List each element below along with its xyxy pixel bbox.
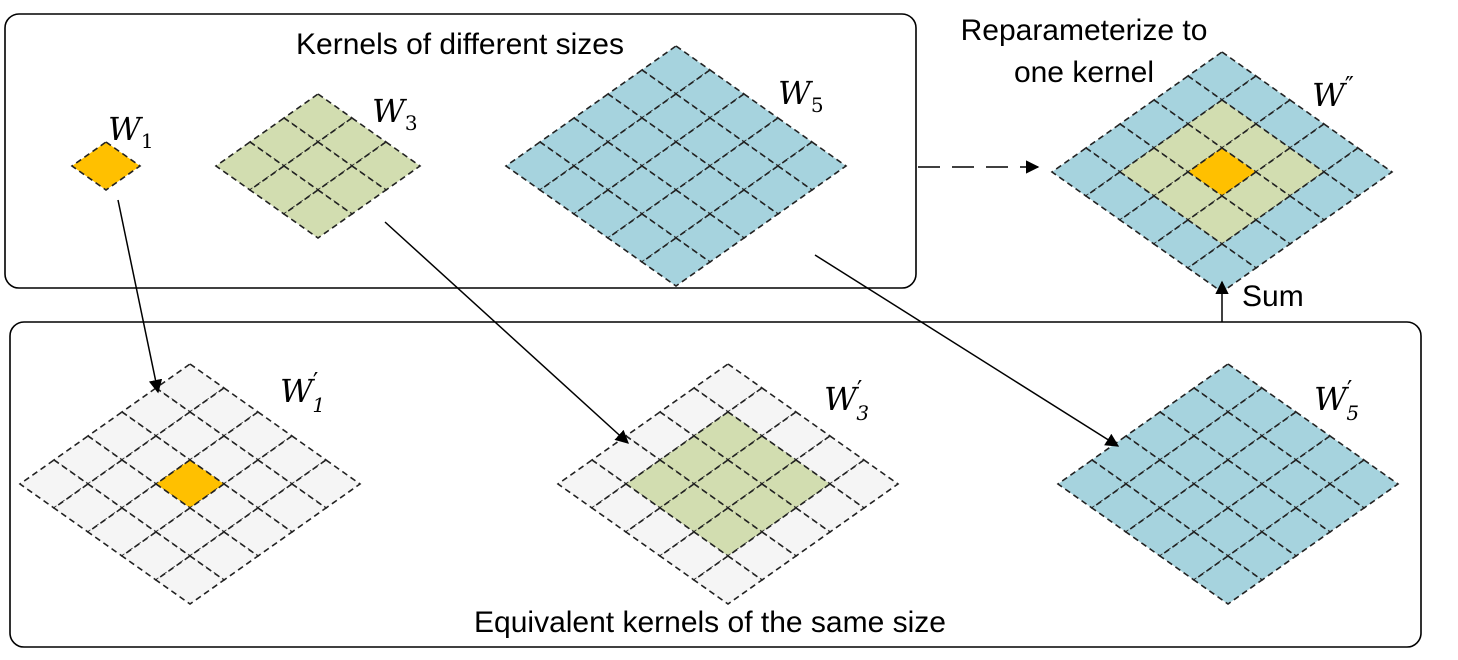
kernel-label-text: W1 — [108, 110, 154, 153]
label-w5: W5 — [778, 74, 824, 117]
kernel-w5 — [504, 45, 848, 287]
label-w3-prime: W′ 3 — [824, 376, 869, 425]
label-w1-prime: W′ 1 — [280, 368, 325, 417]
kernel-label-text: W′ 1 — [280, 368, 325, 417]
arrow-w5-to-w5-prime — [814, 254, 1120, 447]
kernel-w3 — [214, 93, 422, 239]
label-w3: W3 — [372, 92, 418, 135]
bottom-box-title: Equivalent kernels of the same size — [474, 606, 946, 639]
sum-label: Sum — [1242, 280, 1304, 313]
top-box-title: Kernels of different sizes — [296, 28, 624, 61]
kernel-w1-prime — [18, 363, 362, 605]
label-w-double-prime: W″ — [1312, 72, 1354, 114]
kernel-label-text: W5 — [778, 74, 824, 117]
kernel-w3-prime — [556, 363, 900, 605]
kernel-label-text: W′ 5 — [1314, 376, 1359, 425]
kernel-label-text: W″ — [1312, 72, 1354, 114]
kernel-label-text: W′ 3 — [824, 376, 869, 425]
kernel-cell-green — [282, 189, 354, 239]
kernel-label-text: W3 — [372, 92, 418, 135]
kernel-cell-empty — [154, 555, 226, 605]
reparameterize-label-line1: Reparameterize to — [961, 14, 1208, 47]
kernel-w1 — [70, 141, 142, 191]
label-w1: W1 — [108, 110, 154, 153]
arrow-w1-to-w1-prime — [117, 199, 163, 394]
kernel-cell-blue — [1192, 555, 1264, 605]
bottom-box — [9, 321, 1422, 648]
kernel-cell-empty — [692, 555, 764, 605]
label-w5-prime: W′ 5 — [1314, 376, 1359, 425]
kernel-cell-blue — [640, 237, 712, 287]
arrow-w3-to-w3-prime — [384, 221, 629, 444]
reparameterize-label-line2: one kernel — [1014, 56, 1154, 89]
top-box — [4, 13, 917, 289]
kernel-w-double-prime — [1050, 51, 1394, 293]
kernel-cell-orange — [70, 141, 142, 191]
kernel-w5-prime — [1056, 363, 1400, 605]
